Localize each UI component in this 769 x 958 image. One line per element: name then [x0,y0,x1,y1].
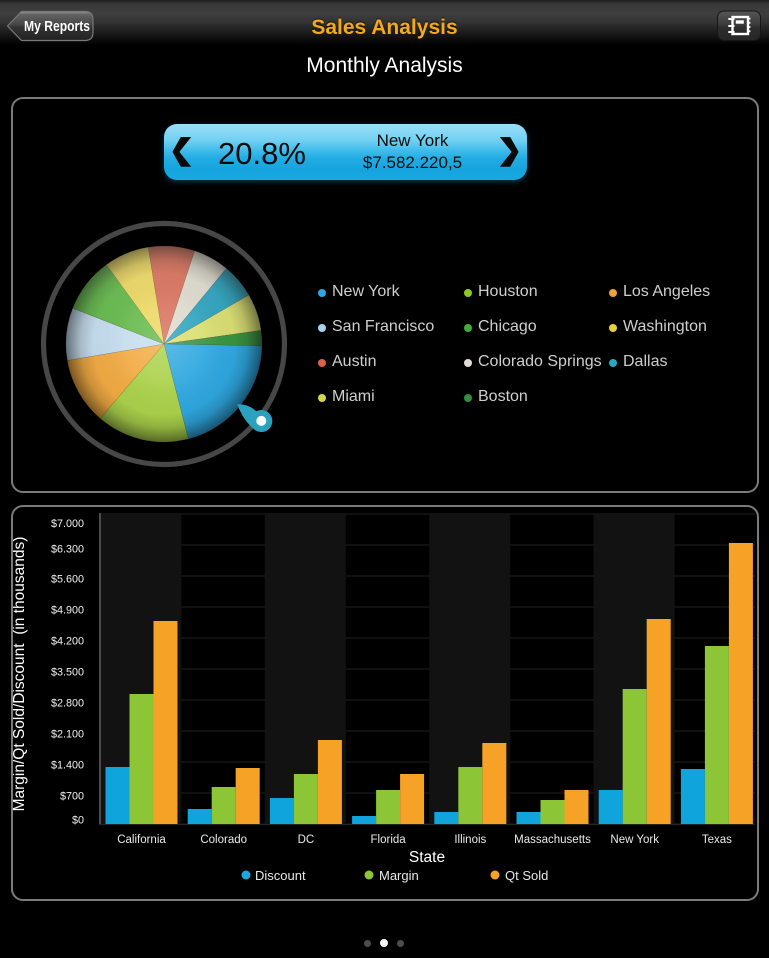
svg-text:$1.400: $1.400 [51,760,84,772]
svg-text:My Reports: My Reports [24,19,90,35]
svg-text:$2.800: $2.800 [51,698,84,710]
svg-text:$3.500: $3.500 [51,667,84,679]
svg-text:DC: DC [298,834,315,846]
svg-text:$5.600: $5.600 [51,574,84,586]
svg-text:$4.200: $4.200 [51,636,84,648]
svg-text:Qt Sold: Qt Sold [505,868,548,883]
svg-text:California: California [117,834,166,846]
svg-text:Discount: Discount [255,868,306,883]
svg-text:Massachusetts: Massachusetts [514,834,591,846]
svg-text:Margin/Qt Sold/Discount (in t: Margin/Qt Sold/Discount (in thousands) [13,537,28,812]
svg-text:$6.300: $6.300 [51,544,84,556]
svg-text:New York: New York [610,834,659,846]
svg-text:$4.900: $4.900 [51,605,84,617]
svg-text:Colorado: Colorado [200,834,247,846]
svg-text:Illinois: Illinois [454,834,486,846]
svg-text:$0: $0 [72,815,84,827]
svg-text:Florida: Florida [371,834,407,846]
svg-text:$700: $700 [60,791,84,803]
svg-text:State: State [409,849,445,866]
svg-text:Texas: Texas [702,834,732,846]
svg-text:$2.100: $2.100 [51,729,84,741]
svg-text:Margin: Margin [379,868,419,883]
svg-text:$7.000: $7.000 [51,518,84,530]
